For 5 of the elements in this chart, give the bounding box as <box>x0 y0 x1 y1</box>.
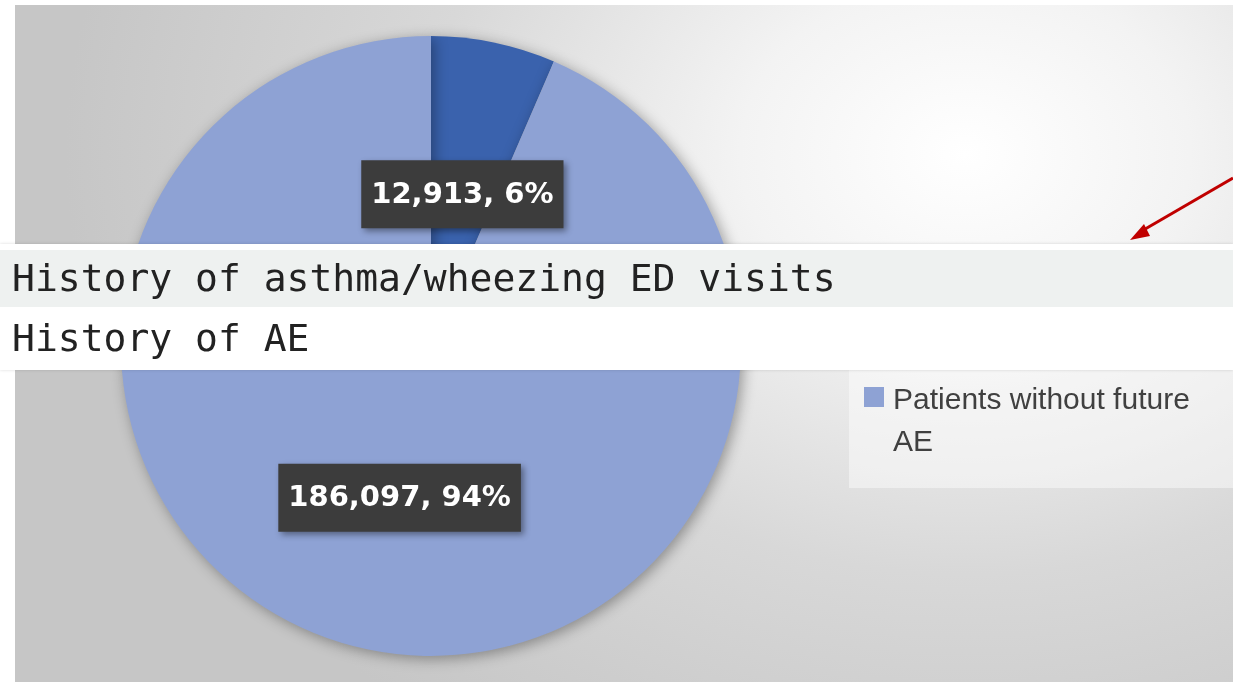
data-label: 186,097, 94% <box>288 479 511 514</box>
data-label: 12,913, 6% <box>371 175 554 210</box>
text: History of asthma/wheezing ED visits <box>12 255 836 302</box>
legend-label: Patients without future AE <box>893 381 1191 459</box>
text: History of AE <box>12 315 310 362</box>
